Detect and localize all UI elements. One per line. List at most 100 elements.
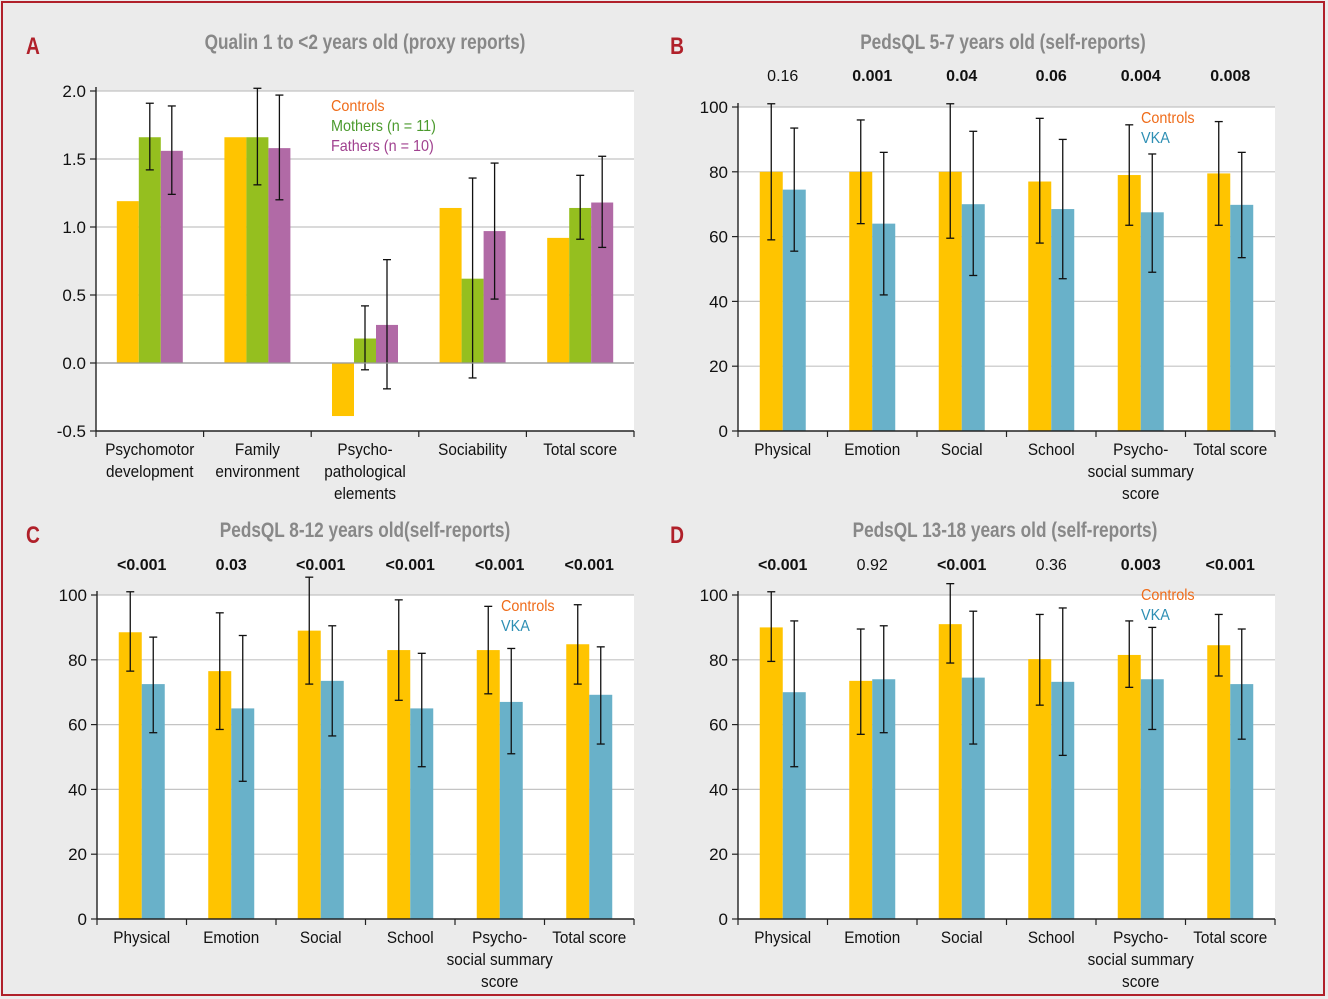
bar-vka — [141, 684, 165, 919]
p-value-label: 0.16 — [767, 68, 798, 85]
plot-area — [97, 595, 634, 919]
y-tick-label: 100 — [700, 586, 728, 605]
chart-title: PedsQL 13-18 years old (self-reports) — [853, 520, 1158, 543]
chart-panel-d: D PedsQL 13-18 years old (self-reports) 0 2… — [670, 520, 1276, 991]
bar-vka — [1051, 209, 1075, 431]
category-label: School — [387, 928, 434, 947]
p-value-label: 0.06 — [1036, 68, 1067, 85]
bar-vka — [410, 708, 434, 919]
legend-entry: Controls — [1141, 586, 1195, 604]
y-tick-label: 40 — [68, 780, 87, 799]
legend-entry: VKA — [1141, 129, 1171, 147]
bar-vka — [589, 694, 613, 919]
chart-panel-c: C PedsQL 8-12 years old(self-reports) 0 20 4… — [26, 520, 635, 991]
bar-controls — [332, 363, 354, 417]
bar-controls — [849, 171, 873, 432]
p-value-label: 0.001 — [852, 68, 892, 85]
legend-entry: Mothers (n = 11) — [331, 117, 436, 135]
legend-entry: Controls — [1141, 109, 1195, 127]
figure-canvas: A Qualin 1 to <2 years old (proxy reports… — [26, 32, 1276, 991]
p-value-label: <0.001 — [117, 557, 166, 574]
bar-controls — [849, 680, 873, 919]
y-tick-label: 0 — [719, 422, 728, 441]
bar-controls — [1207, 173, 1231, 432]
legend-entry: VKA — [1141, 606, 1171, 624]
bar-controls — [1207, 645, 1231, 919]
bar-vka — [872, 223, 896, 431]
category-label: Total score — [1193, 928, 1267, 947]
bar-controls — [118, 632, 142, 919]
panel-letter: A — [26, 32, 40, 60]
bar-controls — [224, 137, 247, 363]
bar-controls — [387, 650, 411, 919]
y-tick-label: 100 — [59, 586, 87, 605]
y-tick-label: 80 — [68, 651, 87, 670]
panel-letter: D — [670, 521, 684, 549]
chart-title: PedsQL 5-7 years old (self-reports) — [860, 32, 1146, 55]
p-value-label: <0.001 — [1206, 557, 1255, 574]
y-tick-label: 1.5 — [62, 150, 86, 169]
bar-vka — [961, 677, 985, 919]
bar-vka — [320, 680, 344, 919]
category-label: development — [106, 462, 194, 481]
bar-controls — [476, 650, 500, 919]
category-label: Emotion — [203, 928, 259, 947]
chart-title: Qualin 1 to <2 years old (proxy reports) — [205, 32, 526, 55]
y-tick-label: 0 — [719, 910, 728, 929]
legend-entry: Controls — [501, 597, 555, 615]
bar-controls — [1117, 654, 1141, 919]
bar-controls — [1028, 659, 1052, 919]
p-value-label: <0.001 — [386, 557, 435, 574]
category-label: Family — [235, 440, 281, 459]
category-label: social summary — [447, 950, 554, 969]
legend-entry: VKA — [501, 617, 531, 635]
y-tick-label: 1.0 — [62, 218, 86, 237]
chart-panel-b: B PedsQL 5-7 years old (self-reports) 0 20 4… — [670, 32, 1276, 503]
category-label: Psychomotor — [105, 440, 195, 459]
bar-vka — [231, 708, 255, 919]
p-value-label: <0.001 — [937, 557, 986, 574]
p-value-label: <0.001 — [565, 557, 614, 574]
bar-vka — [782, 189, 806, 431]
bar-controls — [938, 171, 962, 432]
category-label: score — [1122, 484, 1159, 503]
legend-entry: Fathers (n = 10) — [331, 137, 434, 155]
bar-controls — [759, 171, 783, 432]
p-value-label: 0.004 — [1121, 68, 1161, 85]
bar-controls — [1028, 181, 1052, 431]
category-label: Psycho- — [337, 440, 392, 459]
category-label: Total score — [552, 928, 626, 947]
category-label: Psycho- — [1113, 440, 1168, 459]
category-label: Physical — [754, 440, 811, 459]
plot-area — [738, 107, 1275, 431]
p-value-label: 0.92 — [857, 557, 888, 574]
bar-vka — [1140, 212, 1164, 431]
bar-controls — [1117, 175, 1141, 431]
bar-controls — [566, 644, 590, 919]
category-label: Psycho- — [1113, 928, 1168, 947]
category-label: pathological — [324, 462, 406, 481]
bar-controls — [759, 627, 783, 919]
p-value-label: 0.04 — [946, 68, 977, 85]
chart-panel-a: A Qualin 1 to <2 years old (proxy reports… — [26, 32, 635, 503]
y-tick-label: 20 — [709, 845, 728, 864]
p-value-label: 0.03 — [216, 557, 247, 574]
bar-vka — [782, 692, 806, 919]
bar-mothers — [138, 137, 161, 363]
category-label: elements — [334, 484, 396, 503]
category-label: Social — [941, 440, 983, 459]
category-label: social summary — [1088, 462, 1195, 481]
category-label: environment — [215, 462, 300, 481]
category-label: School — [1028, 440, 1075, 459]
y-tick-label: 100 — [700, 98, 728, 117]
bar-controls — [208, 671, 232, 919]
bar-mothers — [569, 207, 592, 363]
category-label: Total score — [543, 440, 617, 459]
category-label: Social — [300, 928, 342, 947]
y-tick-label: 60 — [709, 228, 728, 247]
bar-vka — [872, 679, 896, 919]
bar-vka — [499, 701, 523, 919]
p-value-label: <0.001 — [296, 557, 345, 574]
category-label: Total score — [1193, 440, 1267, 459]
category-label: Emotion — [844, 440, 900, 459]
